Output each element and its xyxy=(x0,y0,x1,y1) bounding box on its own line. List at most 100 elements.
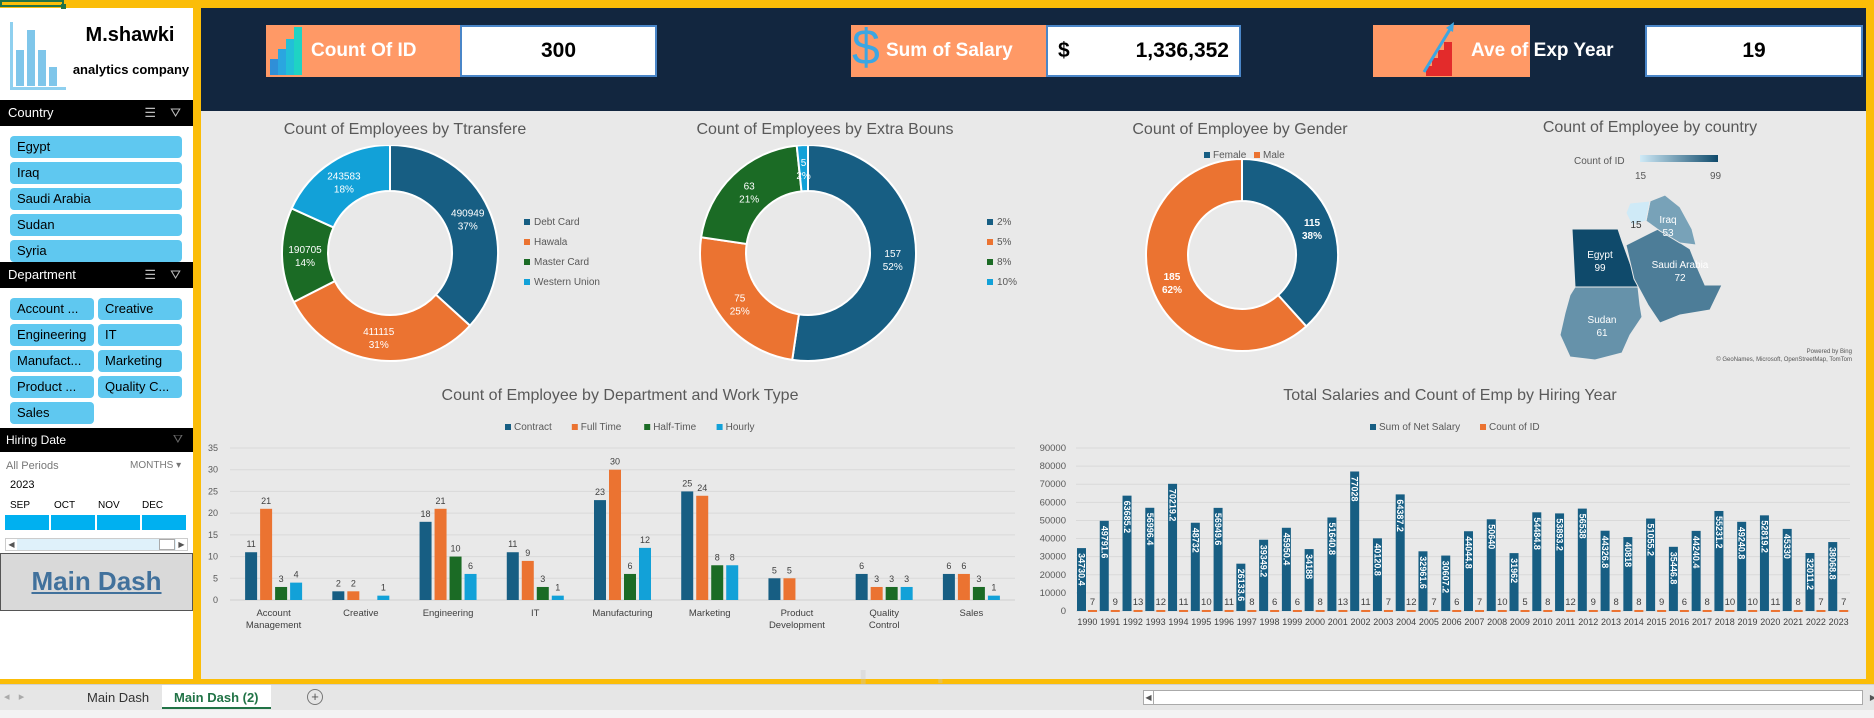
bar[interactable] xyxy=(624,573,636,600)
bar[interactable] xyxy=(245,552,258,600)
department-slicer-item[interactable]: Creative xyxy=(98,298,182,320)
bar[interactable] xyxy=(275,586,288,600)
country-slicer-item[interactable]: Syria xyxy=(10,240,182,262)
bar[interactable] xyxy=(1816,609,1826,612)
bar[interactable] xyxy=(1270,609,1280,612)
bar[interactable] xyxy=(1737,521,1747,611)
bar[interactable] xyxy=(1168,483,1178,611)
bar[interactable] xyxy=(1429,609,1439,612)
bar[interactable] xyxy=(521,560,534,600)
timeline-selection-bar[interactable] xyxy=(5,515,186,530)
donut-slice[interactable] xyxy=(699,236,801,361)
bar[interactable] xyxy=(1566,609,1576,612)
bar[interactable] xyxy=(783,578,796,600)
bar[interactable] xyxy=(1338,609,1348,612)
bar[interactable] xyxy=(1759,515,1769,611)
map-region[interactable] xyxy=(1559,286,1643,361)
bar[interactable] xyxy=(1201,609,1211,612)
bar[interactable] xyxy=(1361,609,1371,612)
bar[interactable] xyxy=(1497,609,1507,612)
map-region[interactable] xyxy=(1645,194,1697,246)
bar[interactable] xyxy=(1213,507,1223,611)
bar[interactable] xyxy=(1532,512,1542,611)
bar[interactable] xyxy=(464,573,477,600)
bar[interactable] xyxy=(942,573,955,600)
bar[interactable] xyxy=(1839,609,1849,612)
bar[interactable] xyxy=(1247,609,1257,612)
bar[interactable] xyxy=(855,573,868,600)
bar[interactable] xyxy=(1691,530,1701,611)
clear-filter-icon[interactable]: ⛛ xyxy=(170,105,181,120)
bar[interactable] xyxy=(1702,609,1712,612)
country-slicer-item[interactable]: Sudan xyxy=(10,214,182,236)
bar[interactable] xyxy=(900,586,913,600)
bar[interactable] xyxy=(1475,609,1484,612)
selected-cell[interactable] xyxy=(0,0,64,7)
bar[interactable] xyxy=(1486,519,1496,611)
multi-select-icon[interactable]: ☰ xyxy=(144,267,157,282)
bar[interactable] xyxy=(1657,609,1667,612)
fill-handle[interactable] xyxy=(61,4,66,9)
donut-slice[interactable] xyxy=(290,145,391,229)
scroll-right-icon[interactable]: ▶ xyxy=(1869,693,1874,702)
department-slicer-item[interactable]: Sales xyxy=(10,402,94,424)
department-slicer-item[interactable]: Engineering xyxy=(10,324,94,346)
bar[interactable] xyxy=(449,556,462,600)
sheet-tab-main-dash-2[interactable]: Main Dash (2) xyxy=(162,685,271,709)
department-slicer-item[interactable]: IT xyxy=(98,324,182,346)
bar[interactable] xyxy=(1122,495,1132,611)
bar[interactable] xyxy=(1292,609,1302,612)
bar[interactable] xyxy=(987,595,1000,600)
scroll-right-icon[interactable]: ▶ xyxy=(176,539,187,550)
country-slicer-item[interactable]: Iraq xyxy=(10,162,182,184)
map-region[interactable] xyxy=(1625,200,1651,226)
bar[interactable] xyxy=(1464,531,1473,611)
sheet-tab-main-dash[interactable]: Main Dash xyxy=(87,690,150,705)
bar[interactable] xyxy=(506,552,519,600)
bar[interactable] xyxy=(1748,609,1758,612)
main-dash-link-button[interactable]: Main Dash xyxy=(0,553,193,611)
bar[interactable] xyxy=(1577,508,1587,611)
bar[interactable] xyxy=(1441,555,1451,611)
scroll-thumb[interactable] xyxy=(159,539,175,550)
timeline-level-dropdown[interactable]: MONTHS ▾ xyxy=(130,460,182,471)
bar[interactable] xyxy=(1133,609,1143,612)
bar[interactable] xyxy=(1793,609,1803,612)
bar[interactable] xyxy=(260,508,273,600)
timeline-period[interactable] xyxy=(96,515,141,530)
bar[interactable] xyxy=(768,578,781,600)
bar[interactable] xyxy=(377,595,390,600)
bar[interactable] xyxy=(1156,609,1166,612)
bar[interactable] xyxy=(1179,609,1189,612)
bar[interactable] xyxy=(1452,609,1462,612)
bar[interactable] xyxy=(1099,520,1109,611)
bar[interactable] xyxy=(551,595,564,600)
bar[interactable] xyxy=(419,521,432,600)
bar[interactable] xyxy=(1315,609,1325,612)
donut-slice[interactable] xyxy=(795,145,809,193)
bar[interactable] xyxy=(1259,539,1269,611)
bar[interactable] xyxy=(957,573,970,600)
bar[interactable] xyxy=(1828,542,1838,611)
bar[interactable] xyxy=(1623,537,1633,611)
bar[interactable] xyxy=(870,586,883,600)
bar[interactable] xyxy=(1509,553,1519,611)
bar[interactable] xyxy=(1646,518,1656,611)
bar[interactable] xyxy=(1770,609,1780,612)
bar[interactable] xyxy=(1281,527,1291,611)
department-slicer-item[interactable]: Product ... xyxy=(10,376,94,398)
bar[interactable] xyxy=(1555,513,1565,611)
donut-slice[interactable] xyxy=(1241,157,1339,328)
bar[interactable] xyxy=(332,591,345,600)
bar[interactable] xyxy=(1236,563,1246,611)
clear-filter-icon[interactable]: ⛛ xyxy=(172,432,183,446)
bar[interactable] xyxy=(1350,471,1360,611)
bar[interactable] xyxy=(290,582,303,600)
bar[interactable] xyxy=(1668,546,1678,611)
bar[interactable] xyxy=(1543,609,1553,612)
bar[interactable] xyxy=(972,586,985,600)
department-slicer-item[interactable]: Marketing xyxy=(98,350,182,372)
bar[interactable] xyxy=(726,565,739,600)
bar[interactable] xyxy=(1725,609,1735,612)
bar[interactable] xyxy=(594,500,606,600)
